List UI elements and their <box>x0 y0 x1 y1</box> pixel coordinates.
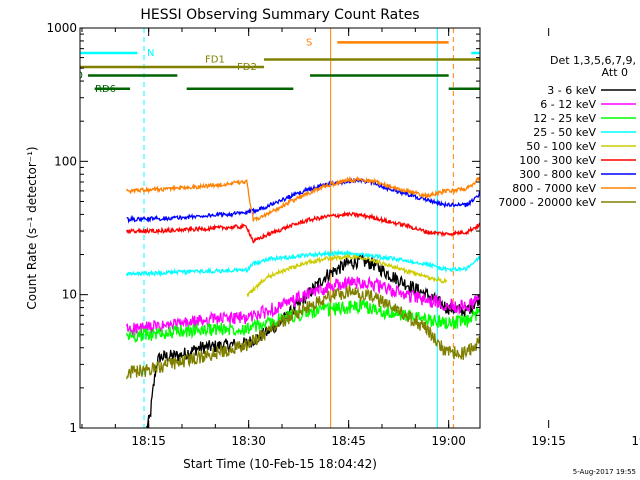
flag-label-s: S <box>306 37 312 48</box>
flag-label-rd0: RD0 <box>62 71 83 82</box>
plot-frame <box>79 27 481 429</box>
legend-label-8: 800 - 7000 keV <box>512 182 596 195</box>
chart-title: HESSI Observing Summary Count Rates <box>140 7 419 23</box>
y-tick-label: 1 <box>69 421 77 435</box>
series-line-9 <box>126 283 480 380</box>
series-line-3 <box>126 299 480 344</box>
legend-label-1: 3 - 6 keV <box>547 84 596 97</box>
x-tick-label: 19:00 <box>431 434 466 448</box>
y-tick-label: 1000 <box>46 21 77 35</box>
x-axis-label: Start Time (10-Feb-15 18:04:42) <box>183 457 377 471</box>
series-line-5 <box>246 253 448 297</box>
y-tick-label: 100 <box>54 154 77 168</box>
series-line-1 <box>146 254 480 428</box>
flag-label-fd2: FD2 <box>237 62 257 73</box>
footer-timestamp: 5-Aug-2017 19:55 <box>573 468 636 476</box>
legend-header-line-1: Det 1,3,5,6,7,9, <box>550 54 636 67</box>
x-tick-label: 19:15 <box>531 434 566 448</box>
flag-label-n: N <box>147 48 154 59</box>
series-line-7 <box>126 177 480 224</box>
legend-label-5: 50 - 100 keV <box>526 140 596 153</box>
series-line-6 <box>126 210 480 244</box>
legend-label-3: 12 - 25 keV <box>533 112 596 125</box>
legend-label-2: 6 - 12 keV <box>540 98 596 111</box>
legend-label-6: 100 - 300 keV <box>519 154 596 167</box>
legend-label-9: 7000 - 20000 keV <box>498 196 596 209</box>
y-tick-label: 10 <box>62 288 77 302</box>
flag-label-fd1: FD1 <box>205 55 225 66</box>
flag-label-rd6: RD6 <box>95 84 116 95</box>
series-line-8 <box>126 175 480 223</box>
x-tick-label: 18:45 <box>331 434 366 448</box>
legend-label-4: 25 - 50 keV <box>533 126 596 139</box>
series-line-2 <box>126 275 480 337</box>
series-line-4 <box>126 248 480 278</box>
x-tick-label: 19:30 <box>631 434 640 448</box>
legend-header-line-2: Att 0 <box>602 66 628 79</box>
x-tick-label: 18:30 <box>231 434 266 448</box>
y-axis-label: Count Rate (s⁻¹ detector⁻¹) <box>25 146 39 309</box>
legend-label-7: 300 - 800 keV <box>519 168 596 181</box>
x-tick-label: 18:15 <box>131 434 166 448</box>
